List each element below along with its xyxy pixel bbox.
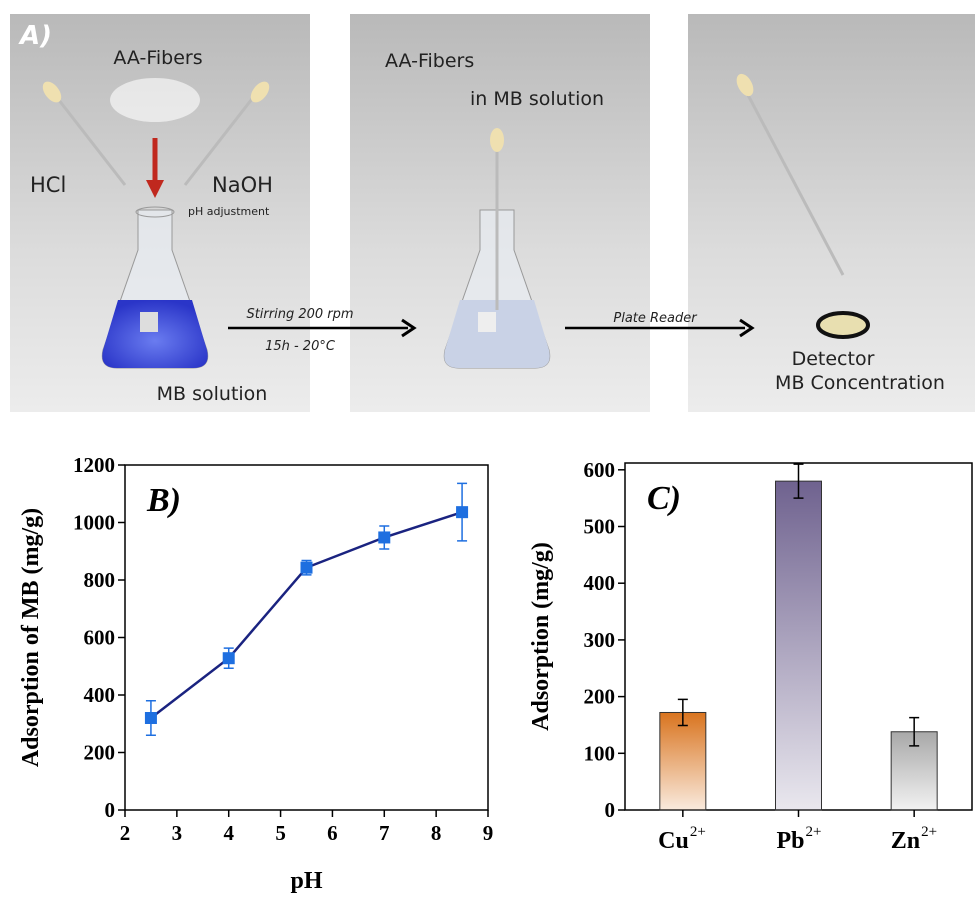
text: AA-Fibers xyxy=(113,47,202,69)
solution xyxy=(444,300,549,368)
text: pH adjustment xyxy=(188,205,270,218)
x-tick-superscript: 2+ xyxy=(690,824,706,840)
x-tick-label: 8 xyxy=(431,821,442,845)
detector-well xyxy=(818,313,868,337)
data-point xyxy=(378,531,390,543)
x-tick-label: 5 xyxy=(275,821,286,845)
x-tick-label: 6 xyxy=(327,821,338,845)
text: in MB solution xyxy=(470,88,604,110)
label xyxy=(478,312,496,332)
y-tick-label: 0 xyxy=(105,798,116,822)
text: MB solution xyxy=(157,383,268,405)
text: Detector xyxy=(792,348,875,370)
y-tick-label: 400 xyxy=(584,571,616,595)
data-point xyxy=(145,712,157,724)
label xyxy=(140,312,158,332)
y-tick-label: 200 xyxy=(84,741,116,765)
panel-label: A) xyxy=(18,21,52,51)
text: MB Concentration xyxy=(775,372,945,394)
chart-title: C) xyxy=(647,480,681,517)
x-tick-label: Pb xyxy=(776,828,804,854)
chart: 0 200 400 600 800 1000 1200 B) Adsorption of MB … xyxy=(18,453,493,894)
fibers xyxy=(110,78,200,122)
text: 15h - 20°C xyxy=(265,339,336,354)
data-point xyxy=(456,506,468,518)
x-tick-label: 3 xyxy=(172,821,183,845)
bulb xyxy=(490,128,504,152)
x-tick-label: 9 xyxy=(483,821,494,845)
text: HCl xyxy=(30,173,66,197)
data-point xyxy=(223,652,235,664)
text: AA-Fibers xyxy=(385,50,474,72)
y-tick-label: 400 xyxy=(84,683,116,707)
x-tick-superscript: 2+ xyxy=(806,824,822,840)
bar xyxy=(660,712,706,810)
y-tick-label: 300 xyxy=(584,628,616,652)
y-axis-label: Adsorption of MB (mg/g) xyxy=(18,508,44,767)
x-tick-label: 4 xyxy=(223,821,234,845)
y-tick-label: 0 xyxy=(605,798,616,822)
text: NaOH xyxy=(212,173,273,197)
y-tick-label: 800 xyxy=(84,568,116,592)
panel-a: A) AA-Fibers HCl NaOH pH adjustment MB s… xyxy=(10,14,975,412)
y-tick-label: 200 xyxy=(584,685,616,709)
bar xyxy=(776,481,822,810)
x-tick-label: Zn xyxy=(891,828,920,854)
chart: 0 100 200 300 400 500 600 C) Adsorption (mg/g) Cu… xyxy=(528,458,972,854)
y-tick-label: 1200 xyxy=(73,453,115,477)
data-line xyxy=(151,512,462,718)
y-axis-label: Adsorption (mg/g) xyxy=(528,542,554,731)
y-tick-label: 500 xyxy=(584,515,616,539)
chart-title: B) xyxy=(146,482,181,519)
data-point xyxy=(301,562,313,574)
x-tick-label: 2 xyxy=(120,821,131,845)
y-tick-label: 600 xyxy=(584,458,616,482)
y-tick-label: 600 xyxy=(84,626,116,650)
solution xyxy=(102,300,207,368)
y-tick-label: 100 xyxy=(584,741,616,765)
x-tick-superscript: 2+ xyxy=(921,824,937,840)
x-tick-label: 7 xyxy=(379,821,390,845)
x-tick-label: Cu xyxy=(658,828,689,854)
text: Stirring 200 rpm xyxy=(246,307,353,322)
x-axis-label: pH xyxy=(290,868,322,894)
text: Plate Reader xyxy=(613,311,698,326)
y-tick-label: 1000 xyxy=(73,511,115,535)
figure: A) AA-Fibers HCl NaOH pH adjustment MB s… xyxy=(0,0,975,897)
